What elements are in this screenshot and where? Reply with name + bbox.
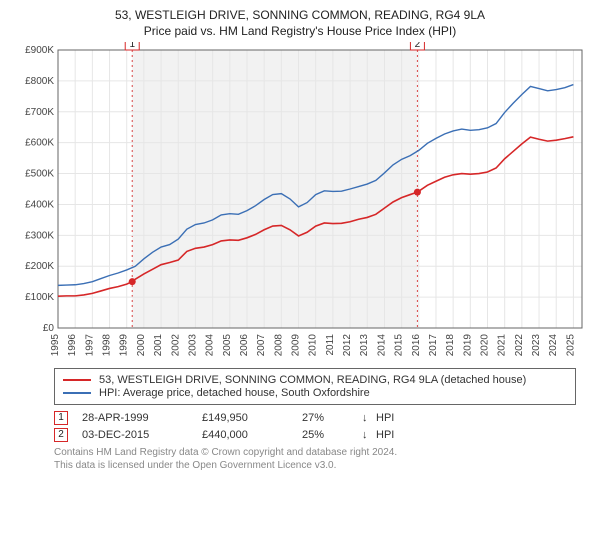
down-arrow-icon: ↓	[362, 429, 376, 441]
y-tick-label: £800K	[25, 76, 54, 87]
sale-points-table: 1 28-APR-1999£149,95027%↓HPI 2 03-DEC-2015£…	[54, 411, 576, 442]
sale-marker-2	[414, 189, 421, 196]
legend-label: 53, WESTLEIGH DRIVE, SONNING COMMON, REA…	[99, 374, 526, 386]
sale-point-hpi-label: HPI	[376, 429, 394, 441]
sale-point-date: 28-APR-1999	[82, 412, 202, 424]
y-tick-label: £300K	[25, 230, 54, 241]
x-tick-label: 2002	[170, 334, 181, 357]
x-tick-label: 1999	[119, 334, 130, 357]
x-tick-label: 2005	[222, 334, 233, 357]
legend-item: 53, WESTLEIGH DRIVE, SONNING COMMON, REA…	[63, 374, 567, 386]
y-tick-label: £400K	[25, 199, 54, 210]
y-tick-label: £100K	[25, 292, 54, 303]
sale-point-row: 2 03-DEC-2015£440,00025%↓HPI	[54, 428, 576, 442]
price-vs-hpi-chart: £0 £100K £200K £300K £400K £500K £600K £700K £80…	[12, 42, 588, 362]
y-tick-label: £500K	[25, 169, 54, 180]
x-tick-label: 1995	[50, 334, 61, 357]
x-tick-label: 2014	[376, 334, 387, 357]
x-tick-label: 2012	[342, 334, 353, 357]
legend-swatch	[63, 379, 91, 381]
svg-text:1: 1	[129, 42, 135, 50]
x-tick-label: 2018	[445, 334, 456, 357]
x-tick-label: 2006	[239, 334, 250, 357]
sale-marker-label-2: 2	[410, 42, 424, 50]
x-tick-label: 2000	[136, 334, 147, 357]
x-tick-label: 2013	[359, 334, 370, 357]
x-tick-label: 2001	[153, 334, 164, 357]
x-tick-label: 2016	[411, 334, 422, 357]
data-licence-footer: Contains HM Land Registry data © Crown c…	[54, 446, 576, 472]
x-tick-label: 2025	[565, 334, 576, 357]
sale-point-delta: 27%	[302, 412, 362, 424]
chart-title-line1: 53, WESTLEIGH DRIVE, SONNING COMMON, REA…	[12, 8, 588, 22]
legend-swatch	[63, 392, 91, 394]
x-tick-label: 2019	[462, 334, 473, 357]
sale-point-row: 1 28-APR-1999£149,95027%↓HPI	[54, 411, 576, 425]
x-tick-label: 2008	[273, 334, 284, 357]
svg-text:2: 2	[415, 42, 421, 50]
sale-point-badge: 1	[54, 411, 68, 425]
y-tick-label: £900K	[25, 45, 54, 56]
footer-line2: This data is licensed under the Open Gov…	[54, 459, 576, 472]
x-tick-label: 1998	[102, 334, 113, 357]
x-tick-label: 2015	[394, 334, 405, 357]
legend-label: HPI: Average price, detached house, Sout…	[99, 387, 370, 399]
sale-point-price: £149,950	[202, 412, 302, 424]
x-tick-label: 2010	[308, 334, 319, 357]
x-tick-label: 2004	[205, 334, 216, 357]
sale-point-delta: 25%	[302, 429, 362, 441]
sale-marker-1	[129, 278, 136, 285]
y-tick-label: £200K	[25, 261, 54, 272]
y-tick-label: £0	[43, 323, 55, 334]
x-tick-label: 2020	[480, 334, 491, 357]
x-tick-label: 2007	[256, 334, 267, 357]
x-tick-label: 2021	[497, 334, 508, 357]
chart-legend: 53, WESTLEIGH DRIVE, SONNING COMMON, REA…	[54, 368, 576, 405]
x-tick-label: 2023	[531, 334, 542, 357]
x-tick-label: 1997	[84, 334, 95, 357]
y-tick-label: £600K	[25, 138, 54, 149]
x-tick-label: 2022	[514, 334, 525, 357]
x-tick-label: 2017	[428, 334, 439, 357]
sale-point-badge: 2	[54, 428, 68, 442]
y-tick-label: £700K	[25, 107, 54, 118]
sale-point-hpi-label: HPI	[376, 412, 394, 424]
sale-point-date: 03-DEC-2015	[82, 429, 202, 441]
down-arrow-icon: ↓	[362, 412, 376, 424]
legend-item: HPI: Average price, detached house, Sout…	[63, 387, 567, 399]
sale-marker-label-1: 1	[125, 42, 139, 50]
x-tick-label: 2009	[291, 334, 302, 357]
x-tick-label: 2024	[548, 334, 559, 357]
chart-title-block: 53, WESTLEIGH DRIVE, SONNING COMMON, REA…	[12, 8, 588, 38]
x-tick-label: 2003	[187, 334, 198, 357]
x-tick-label: 2011	[325, 334, 336, 356]
x-tick-label: 1996	[67, 334, 78, 357]
sale-point-price: £440,000	[202, 429, 302, 441]
chart-title-line2: Price paid vs. HM Land Registry's House …	[12, 24, 588, 38]
footer-line1: Contains HM Land Registry data © Crown c…	[54, 446, 576, 459]
